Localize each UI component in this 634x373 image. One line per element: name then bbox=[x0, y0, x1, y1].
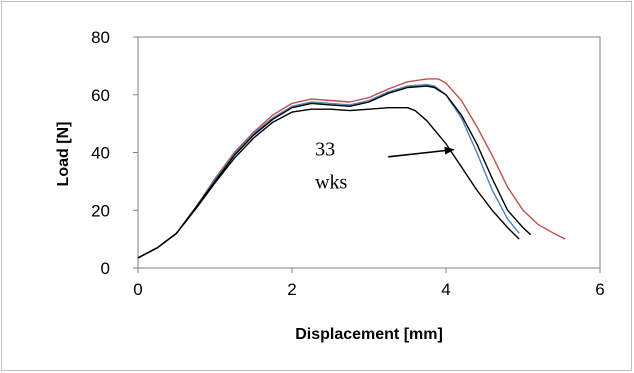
y-tick-label: 40 bbox=[91, 144, 110, 163]
series-line-4 bbox=[137, 106, 520, 259]
y-tick-label: 60 bbox=[91, 86, 110, 105]
x-tick-label: 2 bbox=[287, 280, 296, 299]
y-tick-label: 80 bbox=[91, 28, 110, 47]
series-layer bbox=[137, 78, 566, 259]
x-tick-label: 4 bbox=[441, 280, 450, 299]
annotation-layer: 33 wks bbox=[315, 138, 455, 193]
x-axis-title: Displacement [mm] bbox=[295, 326, 443, 343]
annotation-arrow bbox=[388, 146, 455, 158]
y-axis-title: Load [N] bbox=[55, 122, 72, 187]
y-tick-label: 0 bbox=[101, 259, 110, 278]
series-line-3 bbox=[137, 85, 532, 259]
annotation-text: 33 bbox=[315, 138, 335, 160]
x-tick-label: 0 bbox=[133, 280, 142, 299]
annotation-text: wks bbox=[315, 171, 347, 193]
series-line-1 bbox=[137, 78, 566, 259]
plot-border bbox=[137, 36, 601, 269]
y-tick-label: 20 bbox=[91, 201, 110, 220]
x-tick-label: 6 bbox=[595, 280, 604, 299]
